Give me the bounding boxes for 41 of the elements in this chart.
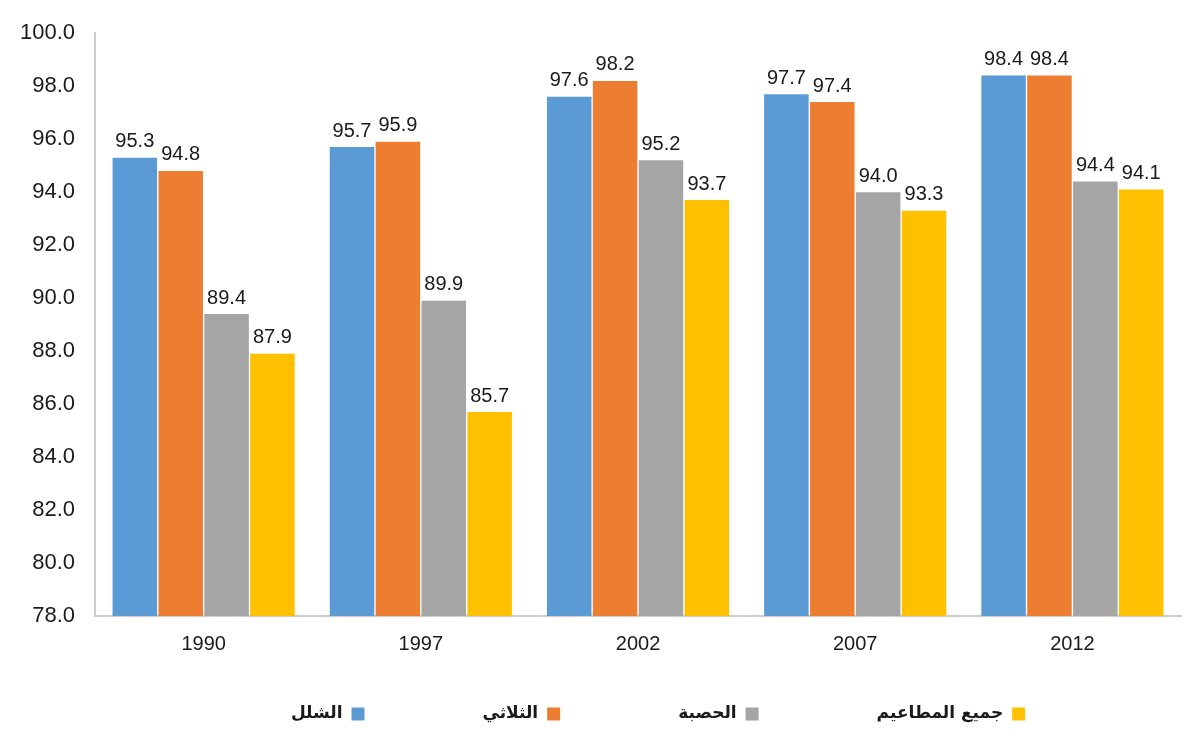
legend-label: جميع المطاعيم bbox=[876, 702, 1004, 724]
data-label: 98.4 bbox=[1030, 47, 1069, 70]
data-label: 95.3 bbox=[115, 129, 155, 152]
y-tick-label: 96.0 bbox=[32, 125, 76, 151]
y-tick-label: 90.0 bbox=[32, 284, 76, 310]
data-label: 94.1 bbox=[1121, 161, 1161, 184]
legend-label: الثلاثي bbox=[482, 702, 539, 724]
y-tick-label: 82.0 bbox=[32, 496, 76, 522]
data-label: 89.4 bbox=[207, 285, 247, 308]
y-tick-label: 86.0 bbox=[32, 390, 76, 416]
data-label: 98.4 bbox=[984, 47, 1024, 70]
data-label: 93.3 bbox=[904, 182, 944, 205]
legend-label: الحصبة bbox=[678, 702, 737, 723]
y-tick-label: 92.0 bbox=[32, 231, 76, 257]
x-tick-label: 2012 bbox=[1050, 631, 1095, 654]
data-label: 97.7 bbox=[766, 65, 806, 88]
legend-label: الشلل bbox=[290, 702, 343, 723]
x-tick-label: 1997 bbox=[398, 631, 444, 654]
x-tick-label: 2007 bbox=[832, 631, 878, 654]
y-tick-label: 80.0 bbox=[32, 549, 76, 575]
data-label: 95.2 bbox=[641, 131, 681, 154]
y-tick-label: 98.0 bbox=[32, 72, 76, 98]
data-label: 89.9 bbox=[424, 272, 464, 295]
data-label: 95.9 bbox=[378, 113, 418, 136]
data-label: 85.7 bbox=[470, 383, 510, 406]
y-tick-label: 100.0 bbox=[19, 19, 76, 45]
data-label: 87.9 bbox=[253, 325, 292, 348]
data-label: 97.6 bbox=[549, 68, 589, 91]
data-label: 97.4 bbox=[812, 73, 852, 96]
data-label: 94.4 bbox=[1075, 153, 1115, 176]
data-label: 93.7 bbox=[687, 171, 727, 194]
y-tick-label: 94.0 bbox=[32, 178, 76, 204]
data-label: 94.0 bbox=[858, 163, 898, 186]
data-label: 95.7 bbox=[332, 118, 372, 141]
data-label: 94.8 bbox=[161, 142, 201, 165]
y-tick-label: 84.0 bbox=[32, 443, 76, 469]
y-tick-label: 78.0 bbox=[32, 602, 76, 628]
data-label: 98.2 bbox=[595, 52, 635, 75]
x-tick-label: 2002 bbox=[615, 631, 661, 654]
x-tick-label: 1990 bbox=[181, 631, 226, 654]
y-tick-label: 88.0 bbox=[32, 337, 76, 363]
